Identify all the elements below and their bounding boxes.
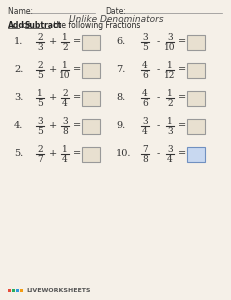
- FancyBboxPatch shape: [8, 289, 11, 292]
- Text: 4: 4: [142, 128, 147, 136]
- Text: =: =: [177, 65, 185, 74]
- Text: 3: 3: [142, 116, 147, 125]
- Text: 9.: 9.: [116, 122, 125, 130]
- Text: =: =: [177, 121, 185, 130]
- Text: 4.: 4.: [14, 122, 23, 130]
- Text: 6: 6: [142, 71, 147, 80]
- Text: -: -: [156, 93, 159, 102]
- Text: 3: 3: [37, 116, 43, 125]
- FancyBboxPatch shape: [20, 289, 23, 292]
- Text: 2: 2: [37, 145, 43, 154]
- Text: 12: 12: [164, 71, 175, 80]
- Text: 3: 3: [167, 32, 172, 41]
- Text: 2.: 2.: [14, 65, 23, 74]
- Text: +: +: [49, 121, 57, 130]
- Text: Unlike Denominators: Unlike Denominators: [68, 14, 163, 23]
- Text: =: =: [73, 65, 81, 74]
- Text: 10.: 10.: [116, 149, 131, 158]
- FancyBboxPatch shape: [12, 289, 15, 292]
- Text: 2: 2: [37, 61, 43, 70]
- Text: 5: 5: [37, 100, 43, 109]
- Text: 1: 1: [37, 88, 43, 98]
- Text: 8: 8: [142, 155, 147, 164]
- Text: 2: 2: [62, 44, 67, 52]
- FancyBboxPatch shape: [16, 289, 19, 292]
- Text: +: +: [49, 149, 57, 158]
- Text: 5: 5: [37, 71, 43, 80]
- Text: 3: 3: [167, 128, 172, 136]
- Text: 6.: 6.: [116, 38, 125, 46]
- Text: 1: 1: [62, 61, 68, 70]
- Text: 5: 5: [141, 44, 147, 52]
- Text: 1: 1: [166, 116, 172, 125]
- Text: 7.: 7.: [116, 65, 125, 74]
- Text: 3: 3: [62, 116, 67, 125]
- Text: =: =: [177, 37, 185, 46]
- FancyBboxPatch shape: [82, 62, 100, 77]
- Text: 10: 10: [59, 71, 70, 80]
- Text: +: +: [49, 37, 57, 46]
- Text: =: =: [73, 121, 81, 130]
- Text: 4: 4: [62, 155, 68, 164]
- FancyBboxPatch shape: [186, 118, 204, 134]
- FancyBboxPatch shape: [186, 62, 204, 77]
- Text: 4: 4: [166, 155, 172, 164]
- FancyBboxPatch shape: [82, 34, 100, 50]
- Text: 4: 4: [142, 88, 147, 98]
- FancyBboxPatch shape: [186, 34, 204, 50]
- Text: LIVEWORKSHEETS: LIVEWORKSHEETS: [26, 287, 90, 292]
- Text: Subtract: Subtract: [25, 22, 62, 31]
- Text: 6: 6: [142, 100, 147, 109]
- Text: -: -: [156, 37, 159, 46]
- Text: 1: 1: [166, 61, 172, 70]
- Text: 1: 1: [62, 145, 68, 154]
- Text: 5: 5: [37, 128, 43, 136]
- Text: 7: 7: [142, 145, 147, 154]
- Text: Date:: Date:: [105, 8, 125, 16]
- Text: 4: 4: [62, 100, 68, 109]
- Text: Add: Add: [8, 22, 25, 31]
- Text: -: -: [156, 65, 159, 74]
- FancyBboxPatch shape: [186, 146, 204, 161]
- Text: 3: 3: [142, 32, 147, 41]
- Text: +: +: [49, 93, 57, 102]
- Text: 3: 3: [37, 44, 43, 52]
- Text: 2: 2: [37, 32, 43, 41]
- Text: 4: 4: [142, 61, 147, 70]
- Text: 1: 1: [62, 32, 68, 41]
- Text: or: or: [20, 22, 33, 31]
- Text: 2: 2: [62, 88, 67, 98]
- Text: +: +: [49, 65, 57, 74]
- Text: Name:: Name:: [8, 8, 35, 16]
- Text: the following Fractions: the following Fractions: [51, 22, 140, 31]
- Text: =: =: [73, 149, 81, 158]
- Text: 8.: 8.: [116, 94, 125, 103]
- Text: 8: 8: [62, 128, 68, 136]
- Text: =: =: [73, 93, 81, 102]
- Text: 1.: 1.: [14, 38, 23, 46]
- Text: =: =: [177, 149, 185, 158]
- FancyBboxPatch shape: [82, 118, 100, 134]
- Text: 5.: 5.: [14, 149, 23, 158]
- Text: -: -: [156, 121, 159, 130]
- FancyBboxPatch shape: [82, 91, 100, 106]
- Text: =: =: [177, 93, 185, 102]
- FancyBboxPatch shape: [82, 146, 100, 161]
- Text: 3: 3: [167, 145, 172, 154]
- Text: =: =: [73, 37, 81, 46]
- Text: 10: 10: [164, 44, 175, 52]
- Text: 3.: 3.: [14, 94, 23, 103]
- Text: 1: 1: [166, 88, 172, 98]
- FancyBboxPatch shape: [186, 91, 204, 106]
- Text: 2: 2: [167, 100, 172, 109]
- Text: -: -: [156, 149, 159, 158]
- Text: 7: 7: [37, 155, 43, 164]
